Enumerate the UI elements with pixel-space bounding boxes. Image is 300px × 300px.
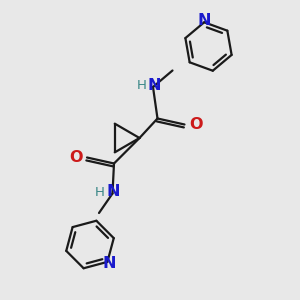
- Text: H: H: [137, 79, 146, 92]
- Text: O: O: [69, 150, 82, 165]
- Text: N: N: [197, 13, 211, 28]
- Text: N: N: [102, 256, 116, 271]
- Text: H: H: [95, 185, 105, 199]
- Text: O: O: [189, 117, 202, 132]
- Text: N: N: [148, 78, 161, 93]
- Text: N: N: [106, 184, 120, 200]
